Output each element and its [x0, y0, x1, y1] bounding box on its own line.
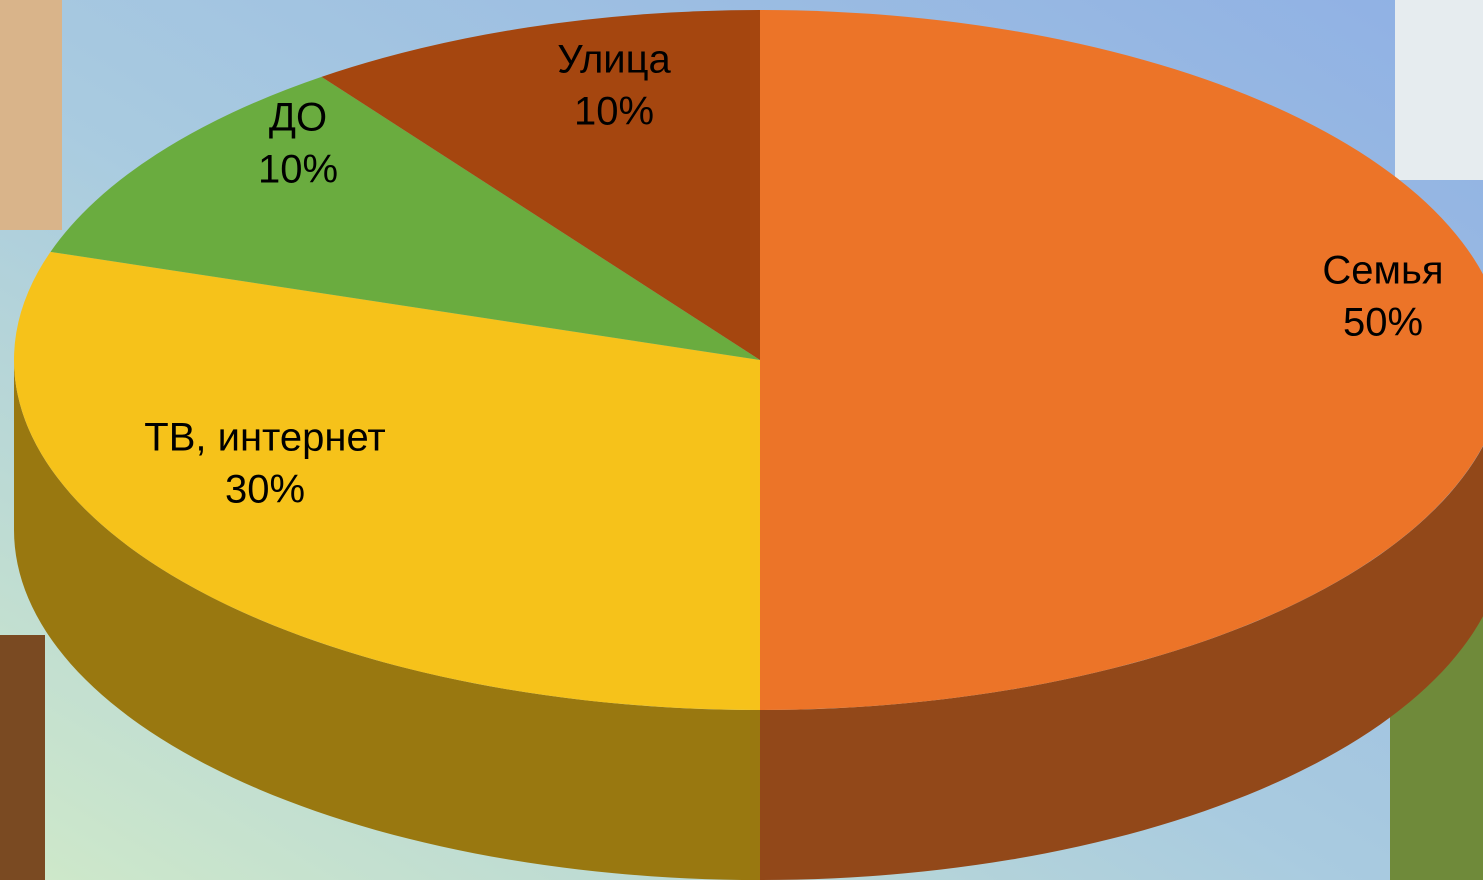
value-label: 10% — [574, 90, 654, 134]
slice-label: Семья — [1322, 249, 1443, 293]
slice-label: Улица — [557, 38, 671, 82]
slice-label: ТВ, интернет — [144, 416, 385, 460]
photo — [0, 0, 62, 230]
photo — [1395, 0, 1483, 180]
photo — [0, 635, 45, 880]
page: Семья50%ТВ, интернет30%ДО10%Улица10% (()… — [0, 0, 1483, 880]
value-label: 30% — [225, 468, 305, 512]
slice-label: ДО — [269, 96, 327, 140]
chart: Семья 50% ТВ, интернет 30% ДО 10% Улица 10% — [0, 0, 1483, 880]
value-label: 10% — [258, 148, 338, 192]
value-label: 50% — [1343, 301, 1423, 345]
